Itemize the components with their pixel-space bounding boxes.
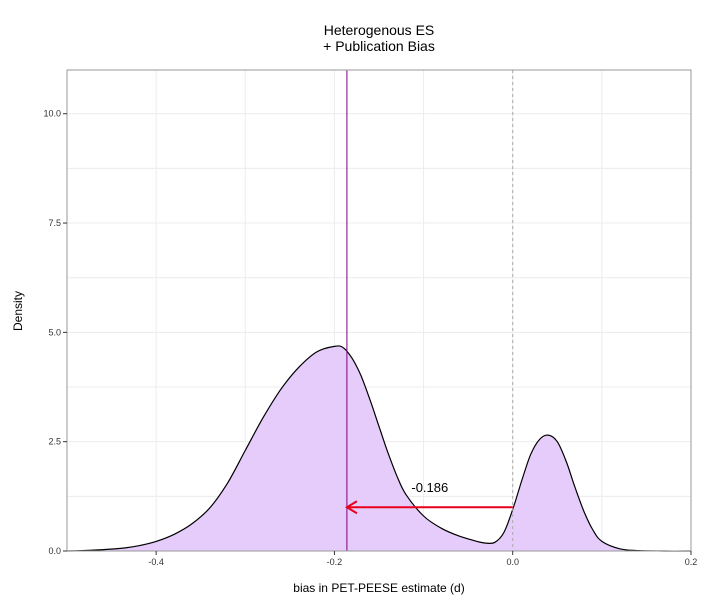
x-tick-label: -0.4 [148,557,164,567]
y-axis-label: Density [11,291,25,331]
density-area [66,345,692,552]
x-tick-label: 0.2 [685,557,698,567]
density-fill [67,345,691,552]
y-axis-ticks: 0.0 2.5 5.0 7.5 10.0 [43,109,67,556]
y-tick-label: 2.5 [48,437,61,447]
y-tick-label: 5.0 [48,327,61,337]
x-axis-label: bias in PET-PEESE estimate (d) [293,581,464,595]
arrow-head [344,500,358,515]
bias-annotation: -0.186 [411,480,448,495]
density-line [66,345,692,552]
x-tick-label: -0.2 [327,557,343,567]
y-tick-label: 0.0 [48,546,61,556]
x-axis-ticks: -0.4 -0.2 0.0 0.2 [148,551,697,567]
chart-title-line-1: Heterogenous ES [324,22,435,38]
x-tick-label: 0.0 [506,557,519,567]
reference-lines [346,70,514,551]
plot-panel-border [66,69,692,552]
chart-title-line-2: + Publication Bias [323,38,435,54]
y-tick-label: 10.0 [43,109,61,119]
bias-arrow [344,500,513,515]
y-tick-label: 7.5 [48,218,61,228]
